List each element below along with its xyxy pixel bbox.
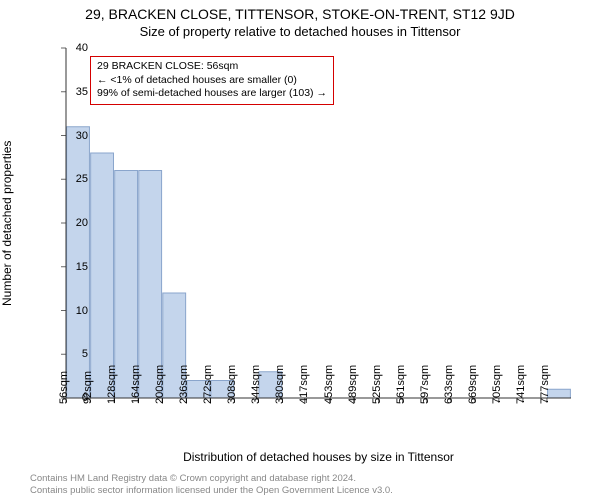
y-tick-label: 40: [58, 42, 88, 54]
y-axis-label: Number of detached properties: [0, 48, 18, 398]
bar: [91, 153, 114, 398]
x-tick-label: 380sqm: [274, 365, 286, 404]
x-tick-label: 236sqm: [178, 365, 190, 404]
x-tick-label: 453sqm: [323, 365, 335, 404]
y-tick-label: 25: [58, 173, 88, 185]
x-tick-label: 164sqm: [130, 365, 142, 404]
x-tick-label: 56sqm: [58, 371, 70, 404]
y-tick-label: 30: [58, 130, 88, 142]
callout-box: 29 BRACKEN CLOSE: 56sqm ← <1% of detache…: [90, 56, 334, 105]
x-tick-label: 741sqm: [515, 365, 527, 404]
x-tick-label: 777sqm: [539, 365, 551, 404]
x-tick-label: 669sqm: [467, 365, 479, 404]
x-tick-label: 705sqm: [491, 365, 503, 404]
x-tick-label: 128sqm: [106, 365, 118, 404]
x-axis-label: Distribution of detached houses by size …: [66, 450, 571, 464]
footer-line-2: Contains public sector information licen…: [30, 485, 580, 496]
x-tick-label: 344sqm: [250, 365, 262, 404]
x-tick-label: 489sqm: [347, 365, 359, 404]
x-tick-label: 200sqm: [154, 365, 166, 404]
callout-line-2: ← <1% of detached houses are smaller (0): [97, 74, 327, 88]
y-tick-label: 35: [58, 86, 88, 98]
x-tick-label: 417sqm: [298, 365, 310, 404]
footer-line-1: Contains HM Land Registry data © Crown c…: [30, 473, 580, 484]
x-tick-label: 597sqm: [419, 365, 431, 404]
y-tick-label: 10: [58, 305, 88, 317]
y-tick-label: 20: [58, 217, 88, 229]
y-tick-label: 5: [58, 348, 88, 360]
callout-line-3: 99% of semi-detached houses are larger (…: [97, 87, 327, 101]
title-sub: Size of property relative to detached ho…: [0, 22, 600, 39]
x-tick-label: 525sqm: [371, 365, 383, 404]
footer: Contains HM Land Registry data © Crown c…: [30, 473, 580, 496]
x-tick-label: 633sqm: [443, 365, 455, 404]
title-main: 29, BRACKEN CLOSE, TITTENSOR, STOKE-ON-T…: [0, 0, 600, 22]
x-tick-label: 272sqm: [202, 365, 214, 404]
x-tick-label: 308sqm: [226, 365, 238, 404]
y-tick-label: 15: [58, 261, 88, 273]
x-tick-label: 561sqm: [395, 365, 407, 404]
x-tick-label: 92sqm: [82, 371, 94, 404]
callout-line-1: 29 BRACKEN CLOSE: 56sqm: [97, 60, 327, 74]
